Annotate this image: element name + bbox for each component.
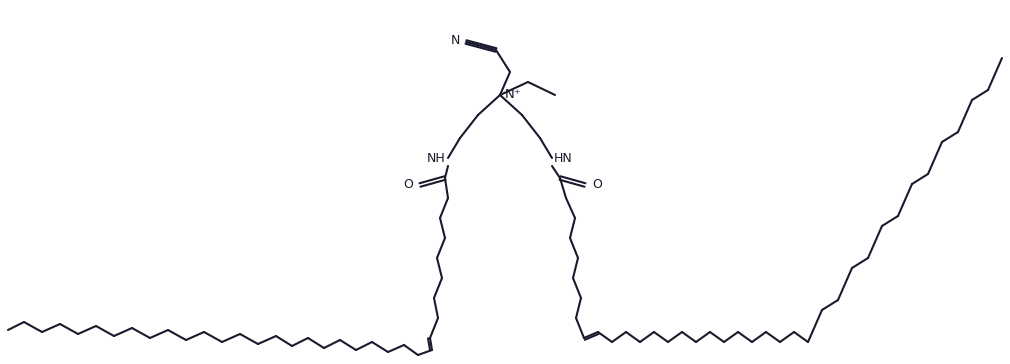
Text: O: O [592, 178, 602, 191]
Text: HN: HN [554, 151, 573, 165]
Text: N: N [450, 33, 460, 47]
Text: O: O [403, 178, 413, 191]
Text: NH: NH [427, 151, 446, 165]
Text: N⁺: N⁺ [505, 88, 521, 102]
